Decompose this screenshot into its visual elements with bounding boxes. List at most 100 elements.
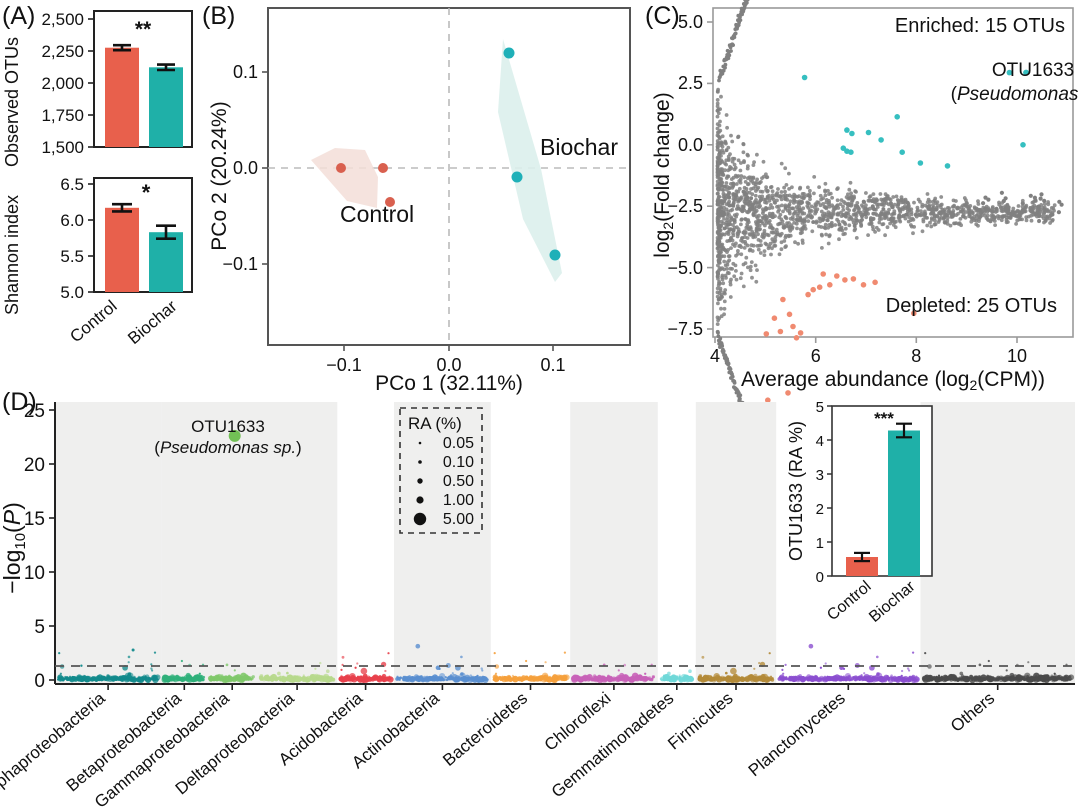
panel-c-ytick-2p5: 2.5 — [678, 73, 703, 93]
panel-b-ytick-neg0p1: −0.1 — [222, 254, 258, 274]
panel-b-xtick-0p1: 0.1 — [540, 355, 565, 375]
point-control-1 — [336, 163, 346, 173]
ra-legend-label-1: 0.10 — [443, 454, 474, 471]
panel-d-xlabel-alphaproteobacteria: Alphaproteobacteria — [0, 688, 109, 801]
panel-c-xtick-6: 6 — [811, 346, 821, 366]
panel-d-manhattan-chart: OTU1633 (Pseudomonas sp.) 0 5 10 15 20 2… — [0, 399, 1075, 812]
panel-d-tag: (D) — [2, 388, 37, 416]
panel-c-ytick-5p0: 5.0 — [678, 12, 703, 32]
ra-legend-dot-4 — [413, 512, 427, 526]
panel-b-ylabel: PCo 2 (20.24%) — [208, 101, 231, 250]
significance-observed-otus: ** — [135, 18, 152, 41]
bar-biochar-observed-otus — [149, 67, 183, 147]
point-biochar-1 — [503, 47, 515, 59]
inset-ytick-3: 3 — [816, 467, 824, 484]
panel-b-xlabel: PCo 1 (32.11%) — [375, 372, 523, 395]
ra-legend-dot-3 — [416, 496, 424, 504]
panel-d-xlabel-bacteroidetes: Bacteroidetes — [439, 689, 531, 770]
panel-d-ytick-10: 10 — [24, 563, 45, 584]
panel-c-ytick-0p0: 0.0 — [678, 135, 703, 155]
panel-c-ytick-neg7p5: −7.5 — [667, 319, 703, 339]
ra-legend: RA (%) 0.05 0.10 0.50 1.00 5.00 — [399, 407, 483, 534]
otu1633-label-line1: OTU1633 — [992, 60, 1074, 81]
otu-ytick-2000: 2,000 — [41, 74, 84, 93]
shannon-ytick-60: 6.0 — [60, 211, 84, 230]
otu-ytick-1500: 1,500 — [41, 138, 84, 157]
panel-c-ytick-neg2p5: −2.5 — [667, 196, 703, 216]
panel-a-tag: (A) — [2, 2, 36, 30]
significance-shannon: * — [142, 180, 151, 205]
panel-c-xtick-8: 8 — [911, 346, 921, 366]
panel-a-xlabel-control: Control — [66, 297, 120, 347]
panel-d-bands-group — [55, 402, 1075, 684]
panel-c-tag: (C) — [645, 2, 680, 30]
inset-significance: *** — [874, 409, 894, 428]
otu1633-highlight-point — [228, 429, 241, 442]
panel-d-xlabels-group: AlphaproteobacteriaBetaproteobacteriaGam… — [0, 688, 998, 812]
hull-biochar — [498, 39, 562, 282]
bar-biochar-shannon — [149, 232, 183, 292]
ra-legend-label-4: 5.00 — [443, 511, 474, 528]
otu-ytick-2250: 2,250 — [41, 42, 84, 61]
panel-c-ytick-neg5p0: −5.0 — [667, 258, 703, 278]
observed-otus-ylabel: Observed OTUs — [2, 37, 22, 167]
panel-c-ma-chart: Enriched: 15 OTUs Depleted: 25 OTUs OTU1… — [651, 0, 1080, 554]
shannon-ytick-55: 5.5 — [60, 247, 84, 266]
panel-d-ytick-15: 15 — [24, 509, 45, 530]
panel-d-xlabel-gemmatimonadetes: Gemmatimonadetes — [548, 689, 677, 802]
inset-ytick-0: 0 — [816, 569, 824, 586]
panel-b-xtick-0p0: 0.0 — [436, 355, 461, 375]
panel-d-ytick-0: 0 — [34, 671, 45, 692]
ra-legend-box — [399, 407, 483, 534]
ra-legend-label-3: 1.00 — [443, 492, 474, 509]
panel-d-xlabel-planctomycetes: Planctomycetes — [745, 689, 849, 781]
error-bar-biochar-shannon — [156, 224, 176, 240]
panel-d-otu-label-line1: OTU1633 — [191, 417, 265, 436]
ra-legend-label-0: 0.05 — [443, 435, 474, 452]
panel-c: (C) Enriched: 15 OTUs Depleted: 25 OTUs … — [645, 0, 1080, 554]
panel-b-xtick-neg0p1: −0.1 — [326, 355, 362, 375]
panel-a-observed-otus-chart: Observed OTUs 2,500 2,250 2,000 1,750 1,… — [2, 10, 193, 167]
inset-ytick-2: 2 — [816, 501, 824, 518]
bar-control-observed-otus — [105, 47, 139, 148]
panel-d-points-group — [57, 643, 1075, 684]
enriched-annotation: Enriched: 15 OTUs — [895, 15, 1065, 37]
error-bar-biochar-observed-otus — [157, 63, 175, 72]
panel-c-xlabel: Average abundance (log2(CPM)) — [741, 368, 1045, 393]
ra-legend-dot-2 — [417, 478, 423, 484]
panel-b: (B) Control Biochar 0.1 0.0 −0.1 — [200, 0, 645, 395]
error-bar-control-observed-otus — [113, 43, 131, 52]
hull-control — [311, 148, 378, 208]
panel-c-xtick-4: 4 — [710, 346, 720, 366]
inset-ylabel: OTU1633 (RA %) — [786, 421, 806, 561]
panel-b-tag: (B) — [202, 2, 236, 30]
panel-d-inset: 0 1 2 3 4 5 *** OTU1633 (RA %) Control B… — [786, 399, 933, 626]
group-label-control: Control — [340, 201, 414, 227]
panel-d-ylabel: −log10(P) — [0, 502, 29, 594]
panel-c-plot-frame — [712, 7, 1074, 338]
point-control-3 — [385, 197, 395, 207]
panel-d-xlabel-deltaproteobacteria: Deltaproteobacteria — [172, 688, 298, 798]
ra-legend-title: RA (%) — [408, 414, 462, 433]
ra-legend-dot-0 — [418, 441, 422, 445]
error-bar-control-shannon — [112, 202, 132, 213]
panel-d-xticks-group — [107, 684, 999, 690]
panel-d-ytick-5: 5 — [34, 617, 45, 638]
inset-error-bar-biochar — [896, 422, 912, 439]
panel-b-pcoa-chart: Control Biochar 0.1 0.0 −0.1 −0.1 0.0 0.… — [208, 7, 631, 395]
ra-legend-dot-1 — [418, 460, 422, 464]
inset-error-bar-control — [854, 551, 870, 563]
otu1633-label-line2: (Pseudomonas sp.) — [951, 84, 1080, 105]
ra-legend-entries: 0.05 0.10 0.50 1.00 5.00 — [413, 435, 474, 528]
panel-b-ytick-0p1: 0.1 — [233, 62, 258, 82]
group-label-biochar: Biochar — [540, 134, 618, 160]
bar-control-shannon — [105, 207, 139, 292]
otu-ytick-2500: 2,500 — [41, 10, 84, 29]
point-biochar-3 — [549, 249, 561, 261]
panel-d-otu-label-line2: (Pseudomonas sp.) — [154, 438, 301, 457]
panel-d-ytick-20: 20 — [24, 455, 45, 476]
panel-d-ytick-25: 25 — [24, 401, 45, 422]
panel-b-ytick-0p0: 0.0 — [233, 158, 258, 178]
shannon-ytick-50: 5.0 — [60, 283, 84, 302]
panel-d-xlabel-firmicutes: Firmicutes — [664, 689, 736, 754]
